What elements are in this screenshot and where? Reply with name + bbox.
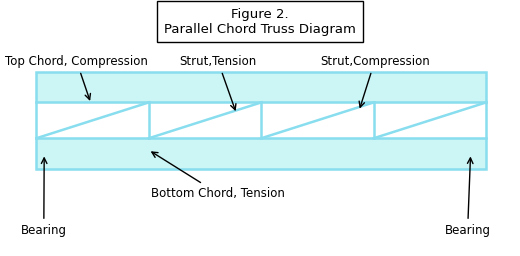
Text: Bearing: Bearing [21,158,67,237]
Text: Bearing: Bearing [445,158,490,237]
Bar [36,138,486,169]
Text: Bottom Chord, Tension: Bottom Chord, Tension [151,152,284,200]
Text: Top Chord, Compression: Top Chord, Compression [5,55,148,100]
Text: Strut,Tension: Strut,Tension [179,55,257,110]
Bar [36,72,486,102]
Text: Figure 2.
Parallel Chord Truss Diagram: Figure 2. Parallel Chord Truss Diagram [164,8,356,36]
Text: Strut,Compression: Strut,Compression [320,55,430,107]
